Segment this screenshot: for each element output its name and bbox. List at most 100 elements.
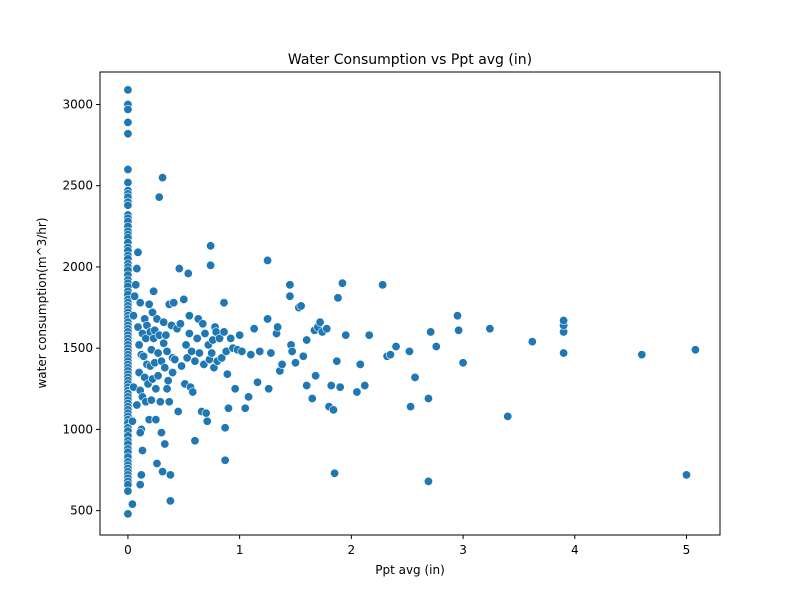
data-point [165, 470, 175, 480]
data-point [273, 322, 283, 332]
data-point [123, 177, 133, 187]
data-point [355, 359, 365, 369]
data-point [249, 324, 259, 334]
data-point [162, 384, 172, 394]
data-point [406, 402, 416, 412]
data-point [298, 351, 308, 361]
data-point [337, 278, 347, 288]
data-point [123, 129, 133, 139]
data-point [330, 468, 340, 478]
data-point [169, 298, 179, 308]
y-tick-label: 2000 [62, 260, 93, 274]
data-point [322, 324, 332, 334]
data-point [162, 346, 172, 356]
x-axis-label: Ppt avg (in) [375, 563, 445, 577]
data-point [132, 400, 142, 410]
data-point [326, 381, 336, 391]
data-point [240, 403, 250, 413]
data-point [160, 439, 170, 449]
data-point [201, 408, 211, 418]
data-point [132, 264, 142, 274]
data-point [194, 348, 204, 358]
data-point [168, 368, 178, 378]
data-point [190, 436, 200, 446]
data-point [164, 397, 174, 407]
data-point [302, 381, 312, 391]
data-point [423, 394, 433, 404]
data-point [177, 361, 187, 371]
data-point [184, 311, 194, 321]
data-point [133, 322, 143, 332]
data-point [237, 346, 247, 356]
plot-frame [99, 71, 721, 536]
data-point [302, 335, 312, 345]
data-point [163, 376, 173, 386]
data-point [161, 330, 171, 340]
data-point [182, 353, 192, 363]
data-point [426, 327, 436, 337]
data-point [385, 350, 395, 360]
x-tick-label: 0 [124, 543, 132, 557]
x-axis: 0 1 2 3 4 5 [124, 535, 690, 557]
data-point [202, 416, 212, 426]
data-point [222, 369, 232, 379]
data-point [223, 403, 233, 413]
data-point [139, 351, 149, 361]
data-point [452, 311, 462, 321]
data-point [159, 338, 169, 348]
data-point [244, 392, 254, 402]
data-point [364, 330, 374, 340]
y-tick-label: 1500 [62, 341, 93, 355]
data-point [332, 356, 342, 366]
data-point [151, 384, 161, 394]
data-point [220, 455, 230, 465]
data-point [410, 372, 420, 382]
data-point [123, 117, 133, 127]
data-point [226, 333, 236, 343]
data-point [133, 247, 143, 257]
data-point [123, 200, 133, 210]
data-point [156, 428, 166, 438]
data-point [158, 173, 168, 183]
data-point [123, 85, 133, 95]
data-point [130, 291, 140, 301]
data-point [144, 299, 154, 309]
data-point [287, 346, 297, 356]
data-point [307, 394, 317, 404]
data-point [170, 355, 180, 365]
y-tick-label: 500 [70, 504, 93, 518]
data-point [175, 319, 185, 329]
data-point [206, 241, 216, 251]
data-point [264, 384, 274, 394]
data-point [423, 476, 433, 486]
data-point [198, 319, 208, 329]
x-tick-label: 5 [683, 543, 691, 557]
data-point [311, 371, 321, 381]
data-point [206, 260, 216, 270]
data-point [134, 340, 144, 350]
data-point [681, 470, 691, 480]
data-point [503, 411, 513, 421]
data-point [187, 346, 197, 356]
y-tick-label: 3000 [62, 97, 93, 111]
data-point [146, 395, 156, 405]
data-point [454, 325, 464, 335]
data-point [637, 350, 647, 360]
data-point [360, 381, 370, 391]
data-point [266, 348, 276, 358]
data-point [183, 268, 193, 278]
data-point [527, 337, 537, 347]
x-tick-label: 3 [459, 543, 467, 557]
data-point [263, 255, 273, 265]
data-point [127, 416, 137, 426]
data-point [215, 333, 225, 343]
data-point [181, 340, 191, 350]
data-point [255, 346, 265, 356]
data-point [690, 345, 700, 355]
data-point [151, 415, 161, 425]
data-point [391, 342, 401, 352]
data-point [458, 358, 468, 368]
data-point [174, 264, 184, 274]
data-point [559, 316, 569, 326]
y-tick-label: 1000 [62, 422, 93, 436]
